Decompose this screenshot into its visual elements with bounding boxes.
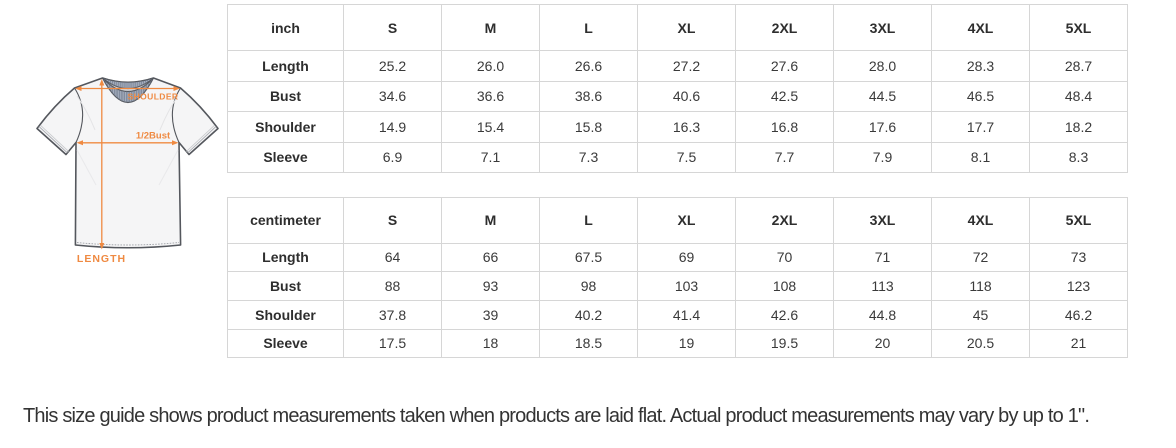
svg-text:1/2Bust: 1/2Bust bbox=[136, 131, 171, 142]
svg-text:LENGTH: LENGTH bbox=[77, 253, 126, 265]
svg-text:SHOULDER: SHOULDER bbox=[128, 92, 179, 102]
